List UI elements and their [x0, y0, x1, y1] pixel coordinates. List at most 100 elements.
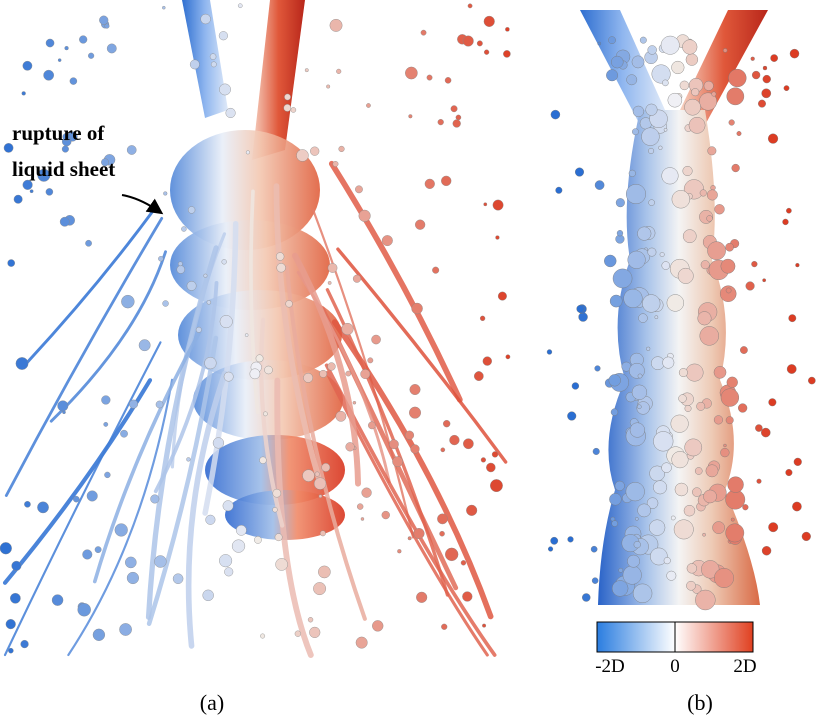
droplet: [203, 273, 208, 278]
droplet: [767, 133, 779, 144]
droplet: [703, 489, 717, 504]
droplet: [486, 462, 496, 473]
droplet: [355, 636, 368, 649]
droplet: [409, 384, 421, 395]
droplet: [474, 371, 484, 381]
blue-jet: [182, 0, 228, 118]
droplet: [611, 580, 629, 597]
droplet: [358, 209, 371, 222]
droplet: [57, 400, 69, 412]
droplet: [745, 281, 755, 291]
droplet: [574, 167, 585, 177]
droplet: [671, 451, 689, 469]
droplet: [626, 74, 638, 86]
ligament: [67, 378, 174, 657]
ligament: [292, 252, 362, 487]
droplet: [678, 394, 687, 403]
droplet: [106, 43, 117, 54]
droplet: [345, 442, 355, 452]
droplet: [714, 204, 725, 215]
droplet: [666, 570, 677, 581]
droplet: [237, 3, 243, 9]
droplet: [260, 633, 266, 639]
droplet: [792, 501, 802, 512]
droplet: [163, 191, 168, 196]
droplet: [158, 256, 164, 262]
droplet: [688, 116, 706, 134]
droplet: [712, 521, 725, 534]
droplet: [275, 252, 285, 261]
droplet: [663, 128, 668, 132]
droplet: [714, 568, 734, 588]
droplet: [318, 494, 323, 498]
droplet: [738, 403, 748, 413]
droplet: [205, 514, 216, 525]
droplet: [415, 219, 426, 230]
droplet: [608, 36, 616, 44]
droplet: [725, 416, 734, 425]
droplet: [788, 314, 797, 323]
droplet: [546, 349, 553, 355]
droplet: [466, 504, 478, 516]
droplet: [272, 488, 282, 498]
droplet: [0, 542, 12, 555]
droplet: [254, 536, 262, 544]
droplet: [707, 241, 726, 260]
droplet: [283, 104, 292, 112]
droplet: [648, 148, 655, 154]
droplet: [85, 239, 92, 247]
droplet: [692, 487, 702, 497]
droplet: [750, 56, 755, 61]
droplet: [92, 628, 106, 641]
droplet: [150, 494, 160, 504]
droplet: [699, 92, 717, 111]
droplet: [646, 346, 651, 351]
droplet: [789, 48, 800, 59]
droplet: [650, 547, 668, 566]
droplet: [653, 431, 674, 452]
droplet: [381, 510, 390, 520]
droplet: [594, 180, 605, 190]
droplet: [99, 15, 109, 25]
droplet: [15, 357, 29, 370]
droplet: [482, 356, 492, 366]
droplet: [694, 467, 703, 475]
droplet: [444, 77, 452, 84]
droplet: [723, 48, 728, 53]
droplet: [632, 105, 645, 118]
droplet: [104, 471, 111, 479]
droplet: [662, 356, 675, 369]
droplet: [210, 61, 217, 68]
droplet: [405, 66, 418, 80]
droplet: [725, 242, 734, 252]
droplet: [639, 36, 647, 44]
droplet: [661, 462, 672, 473]
droplet: [699, 326, 719, 346]
droplet: [426, 74, 433, 81]
droplet: [482, 623, 487, 628]
droplet: [11, 560, 22, 571]
droplet: [366, 103, 371, 108]
droplet: [761, 88, 772, 99]
droplet: [449, 434, 460, 446]
droplet: [319, 530, 326, 537]
droplet: [77, 603, 91, 617]
droplet: [440, 447, 446, 453]
droplet: [633, 541, 641, 549]
droplet: [684, 98, 701, 116]
droplet: [761, 427, 771, 438]
droplet: [222, 500, 234, 512]
droplet: [120, 429, 128, 438]
ligament: [185, 370, 228, 649]
droplet: [663, 557, 671, 565]
droplet: [424, 178, 435, 189]
droplet: [43, 69, 54, 81]
droplet: [24, 501, 31, 508]
droplet: [204, 356, 217, 370]
droplet: [310, 146, 320, 156]
droplet: [610, 408, 619, 416]
droplet: [404, 430, 415, 440]
droplet: [645, 103, 658, 116]
droplet: [706, 215, 713, 222]
ligament: [4, 216, 164, 497]
